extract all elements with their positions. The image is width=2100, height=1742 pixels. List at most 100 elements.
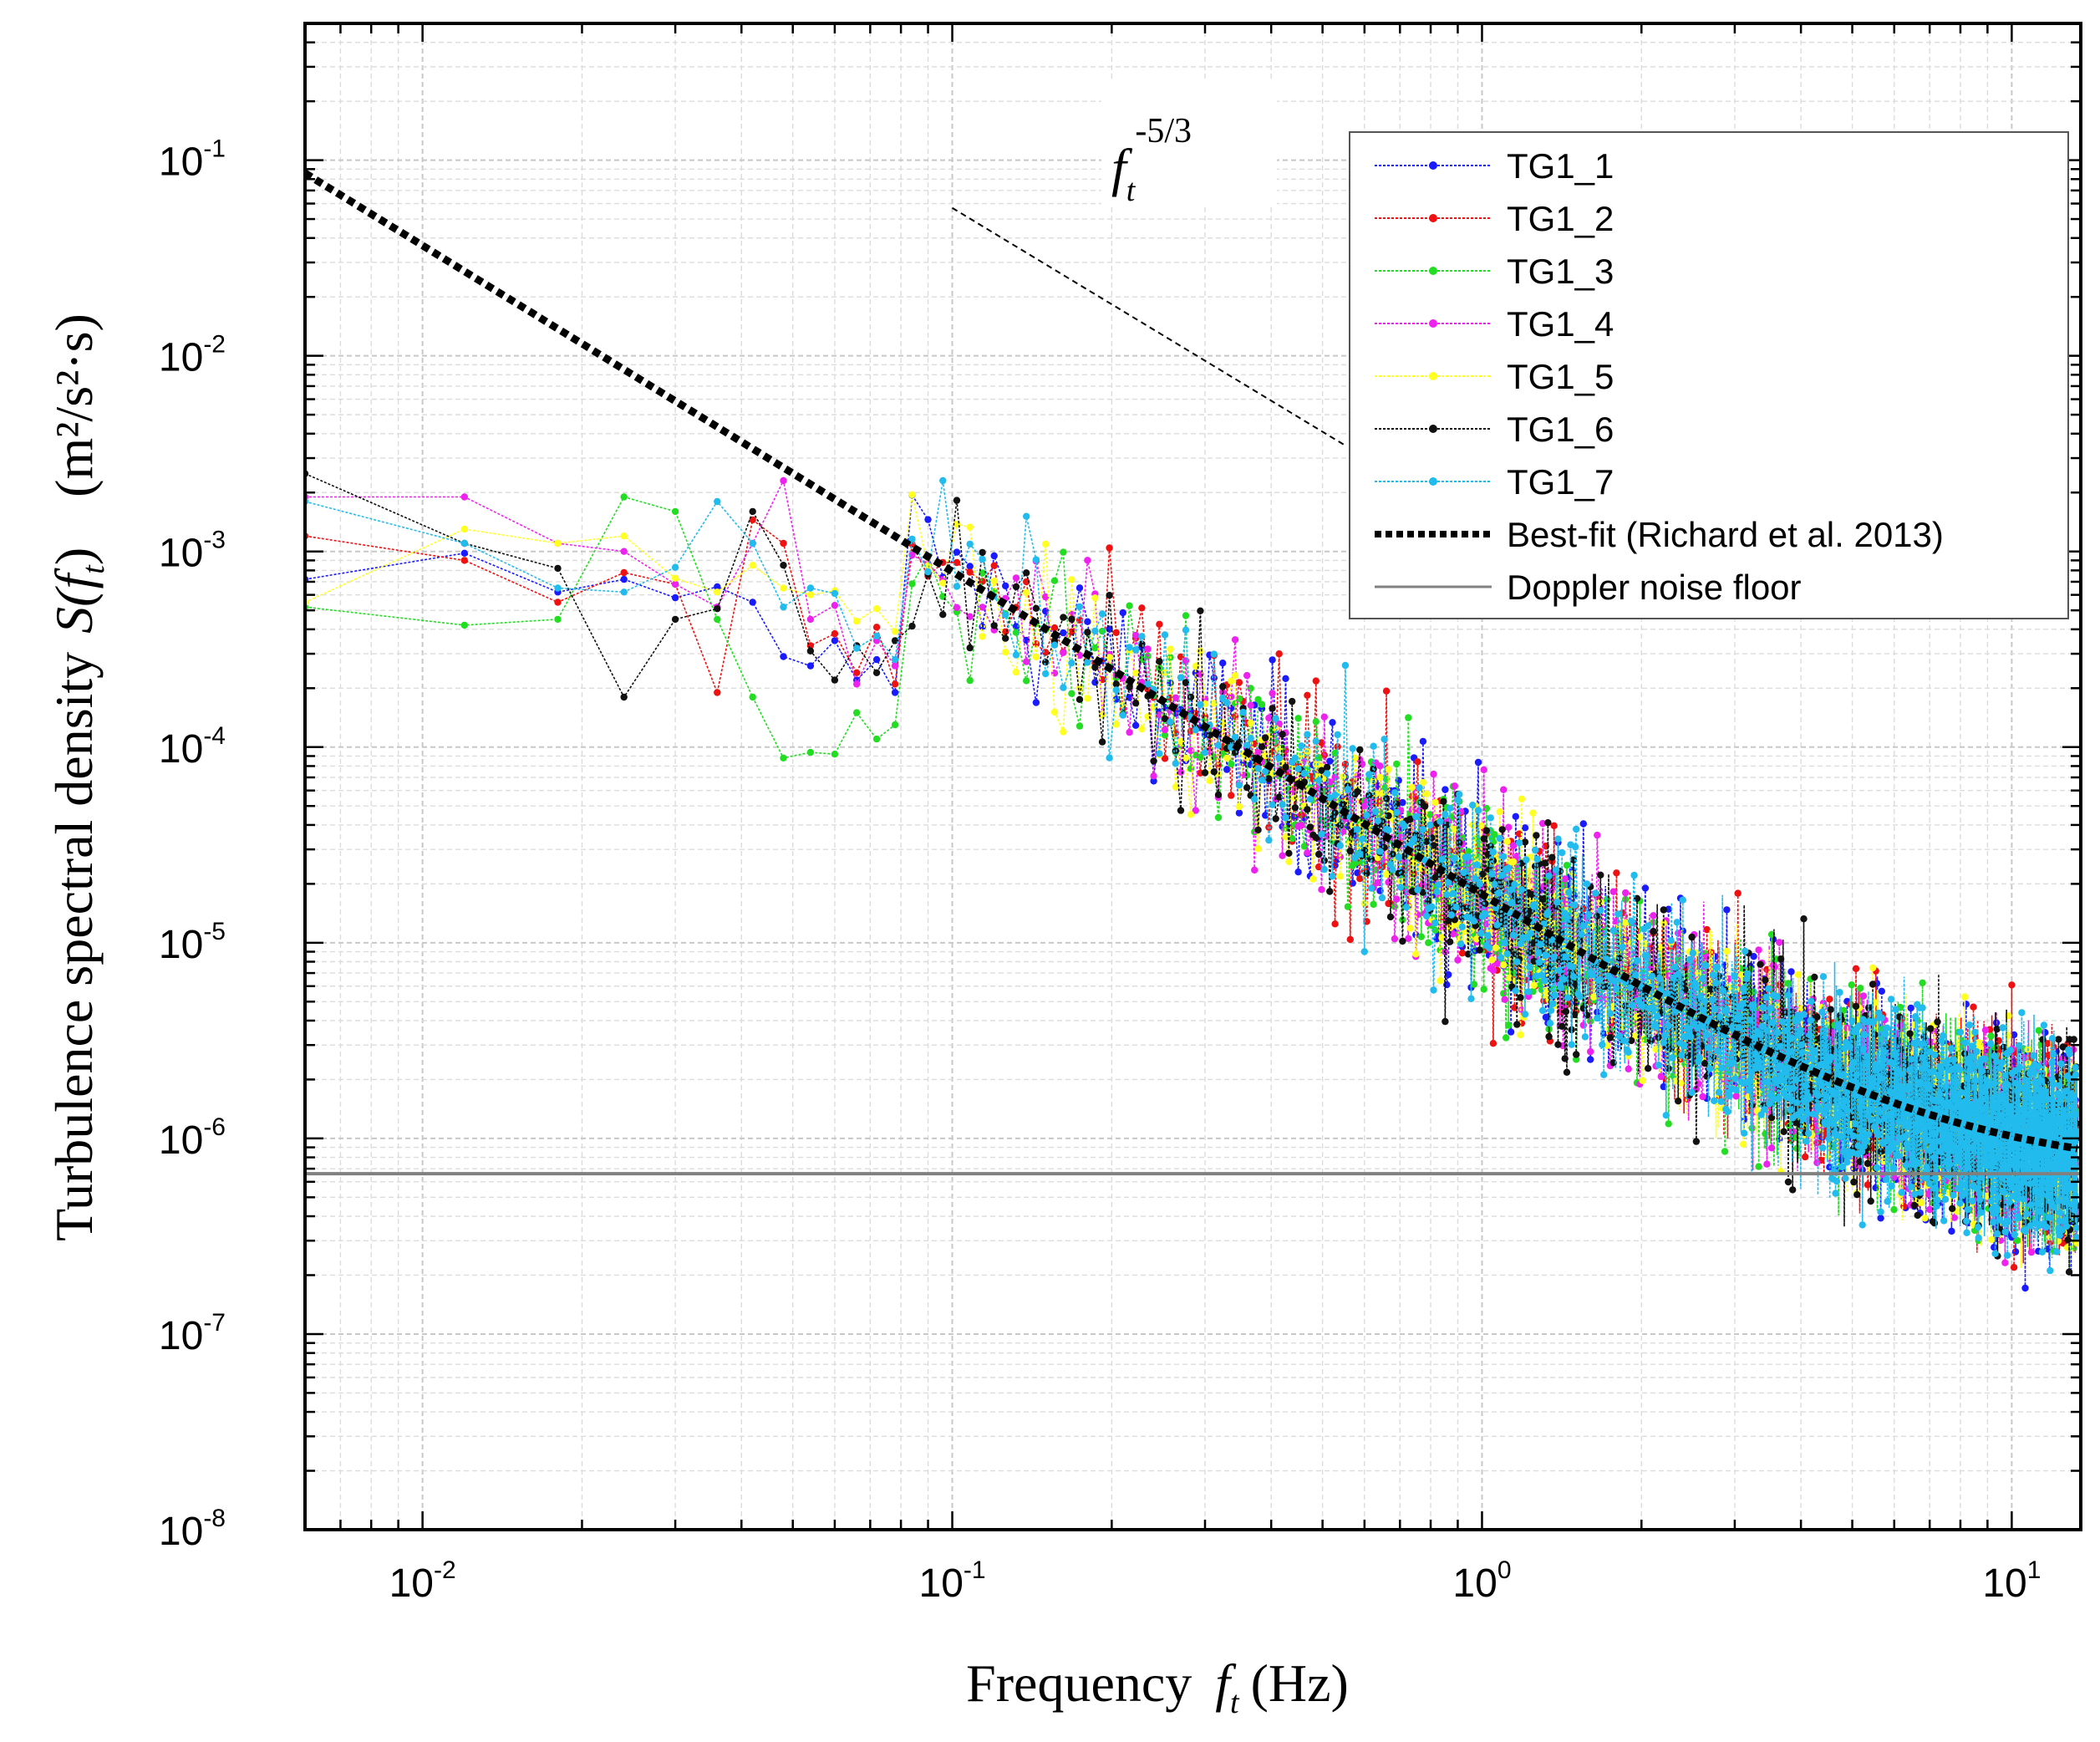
data-point [1442, 786, 1449, 793]
data-point [1405, 714, 1412, 721]
data-series-layer [305, 470, 2081, 1292]
data-point [1779, 1077, 1787, 1084]
data-point [1661, 1031, 1669, 1039]
data-point [1827, 1006, 1834, 1013]
data-point [1650, 912, 1657, 919]
data-point [979, 555, 986, 563]
data-point [1349, 879, 1356, 887]
data-point [1131, 631, 1140, 639]
data-point [2064, 1236, 2072, 1244]
data-point [1714, 1047, 1722, 1055]
data-point [1177, 768, 1185, 776]
data-point [1686, 955, 1694, 964]
data-point [1431, 919, 1439, 927]
data-point [1458, 950, 1467, 957]
data-point [1777, 1042, 1784, 1051]
data-point [1501, 996, 1508, 1003]
data-point [2042, 1029, 2049, 1037]
data-point [1639, 1077, 1646, 1085]
data-point [1756, 1064, 1763, 1072]
data-point [2001, 1259, 2009, 1266]
data-point [966, 523, 974, 531]
data-point [749, 562, 756, 569]
data-point [1735, 1024, 1742, 1031]
data-point [1197, 700, 1204, 709]
data-point [1289, 697, 1296, 705]
data-point [1126, 728, 1133, 736]
data-point [1629, 1001, 1637, 1009]
data-point [1032, 556, 1040, 563]
data-point [1060, 649, 1067, 656]
data-point [2039, 1036, 2047, 1043]
data-point [1476, 946, 1483, 954]
data-point [1431, 798, 1439, 807]
data-point [1131, 721, 1140, 729]
data-point [831, 676, 839, 684]
data-point [1578, 930, 1585, 938]
data-point [1715, 1088, 1723, 1096]
data-point [1023, 512, 1030, 520]
data-point [1430, 770, 1437, 778]
data-point [1668, 1054, 1676, 1062]
data-point [1106, 592, 1113, 599]
data-point [1681, 1042, 1688, 1050]
data-point [1726, 1092, 1733, 1100]
data-point [1587, 1047, 1594, 1056]
data-point [1948, 1227, 1955, 1235]
data-point [620, 568, 628, 577]
data-point [908, 622, 916, 630]
data-point [1859, 992, 1868, 1000]
data-point [780, 653, 787, 660]
data-point [1546, 1020, 1554, 1027]
data-point [1673, 919, 1681, 926]
data-point [1060, 684, 1067, 691]
data-point [1811, 973, 1818, 981]
data-point [1480, 835, 1487, 843]
data-point [1358, 835, 1366, 843]
data-point [1684, 1024, 1691, 1032]
data-point [1569, 973, 1578, 981]
data-point [1645, 1065, 1652, 1072]
data-point [1900, 1203, 1908, 1210]
data-point [1696, 1054, 1704, 1062]
data-point [872, 735, 881, 743]
data-point [1761, 1106, 1768, 1113]
data-point [1002, 582, 1009, 590]
data-point [1731, 972, 1738, 980]
data-point [1654, 1012, 1661, 1021]
data-point [1921, 1215, 1929, 1222]
data-point [1112, 686, 1121, 694]
data-point [1446, 804, 1454, 812]
data-point [1372, 807, 1380, 816]
data-point [891, 721, 899, 729]
data-point [1765, 985, 1772, 993]
data-point [1592, 889, 1599, 897]
data-point [1652, 1022, 1660, 1031]
data-point [1106, 544, 1113, 552]
data-point [1523, 856, 1530, 863]
data-point [1254, 845, 1262, 853]
data-point [1084, 659, 1091, 666]
data-point [1474, 807, 1482, 814]
data-point [2035, 1026, 2042, 1035]
data-point [1402, 904, 1411, 911]
data-point [1050, 577, 1059, 584]
data-point [1724, 1108, 1731, 1116]
data-point [1235, 802, 1243, 811]
data-point [1131, 700, 1140, 707]
data-point [1692, 1138, 1701, 1145]
data-point [1167, 718, 1174, 726]
data-point [1524, 988, 1533, 996]
data-point [1665, 1022, 1672, 1030]
data-point [1374, 817, 1382, 825]
data-point [2070, 1036, 2077, 1043]
data-point [1564, 994, 1572, 1001]
data-point [1594, 1014, 1601, 1022]
data-point [1323, 763, 1331, 772]
data-point [1068, 690, 1075, 697]
data-point [1656, 975, 1664, 982]
data-point [1526, 963, 1533, 971]
data-point [872, 669, 881, 676]
data-point [1452, 904, 1460, 911]
data-point [1291, 804, 1299, 812]
